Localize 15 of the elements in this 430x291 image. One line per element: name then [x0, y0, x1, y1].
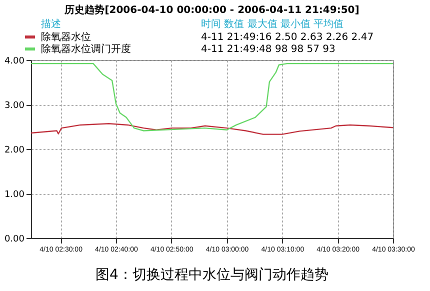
y-tick-label: 1.00 — [4, 190, 25, 200]
text: 4-11 21:49:16 2.50 2.63 2.26 2.47 — [201, 32, 374, 43]
y-tick-label: 3.00 — [4, 101, 25, 111]
line-series — [30, 123, 394, 135]
y-tick-label: 0.00 — [4, 234, 25, 244]
text: 4-11 21:49:48 98 98 57 93 — [201, 44, 336, 55]
text: 时间 数值 最大值 最小值 平均值 — [201, 18, 344, 30]
legend-label: 除氧器水位 — [41, 31, 91, 43]
y-tick-label: 4.00 — [4, 56, 25, 66]
chart-title: 历史趋势[2006-04-10 00:00:00 - 2006-04-11 21:49:50] — [64, 4, 360, 16]
caption: 图4：切换过程中水位与阀门动作趋势 — [96, 267, 328, 283]
y-tick-label: 2.00 — [4, 146, 25, 156]
text: 描述 — [41, 18, 61, 30]
line-series — [30, 62, 394, 132]
legend-label: 除氧器水位调门开度 — [41, 43, 131, 55]
